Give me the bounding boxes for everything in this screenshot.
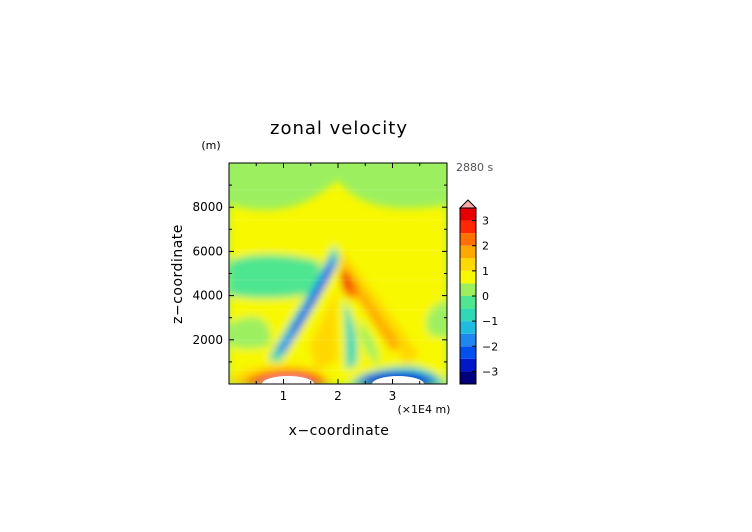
x-axis: 1 2 3 (255, 163, 421, 403)
y-tick-label: 8000 (192, 200, 223, 214)
x-tick-label: 1 (280, 389, 288, 403)
core-positive (262, 376, 314, 384)
colorbar-swatch (460, 270, 476, 284)
colorbar-swatch (460, 258, 476, 271)
y-tick-label: 6000 (192, 244, 223, 258)
core-negative (372, 376, 424, 384)
colorbar-swatch (460, 245, 476, 259)
colorbar-swatch (460, 308, 476, 322)
colorbar-tick-label: 3 (482, 215, 489, 228)
x-axis-label: x−coordinate (289, 423, 390, 439)
colorbar-tick-label: −1 (482, 315, 498, 328)
chart-title: zonal velocity (270, 118, 408, 139)
colorbar-tick-label: −3 (482, 365, 498, 378)
colorbar-swatch (460, 220, 476, 234)
colorbar-swatch (460, 296, 476, 309)
y-unit-label: (m) (201, 139, 220, 152)
colorbar-swatch (460, 371, 476, 384)
colorbar-extend-arrow (458, 199, 478, 209)
colorbar-tick-label: 0 (482, 290, 489, 303)
colorbar-swatch (460, 233, 476, 246)
colorbar-swatch (460, 333, 476, 347)
y-axis: 2000 4000 6000 8000 (192, 184, 447, 363)
y-tick-label: 4000 (192, 289, 223, 303)
x-unit-label: (×1E4 m) (398, 403, 451, 416)
colorbar-tick-label: 2 (482, 240, 489, 253)
time-label: 2880 s (456, 161, 493, 174)
colorbar-swatch (460, 283, 476, 296)
colorbar-swatch (460, 208, 476, 221)
colorbar: −3 −2 −1 0 1 2 3 (458, 199, 498, 385)
colorbar-tick-label: 1 (482, 265, 489, 278)
y-tick-label: 2000 (192, 333, 223, 347)
colorbar-tick-label: −2 (482, 340, 498, 353)
x-tick-label: 3 (389, 389, 397, 403)
colorbar-swatch (460, 358, 476, 372)
colorbar-swatch (460, 321, 476, 334)
contour-field (229, 163, 447, 384)
colorbar-swatch (460, 346, 476, 359)
y-axis-label: z−coordinate (170, 224, 186, 324)
x-tick-label: 2 (334, 389, 342, 403)
